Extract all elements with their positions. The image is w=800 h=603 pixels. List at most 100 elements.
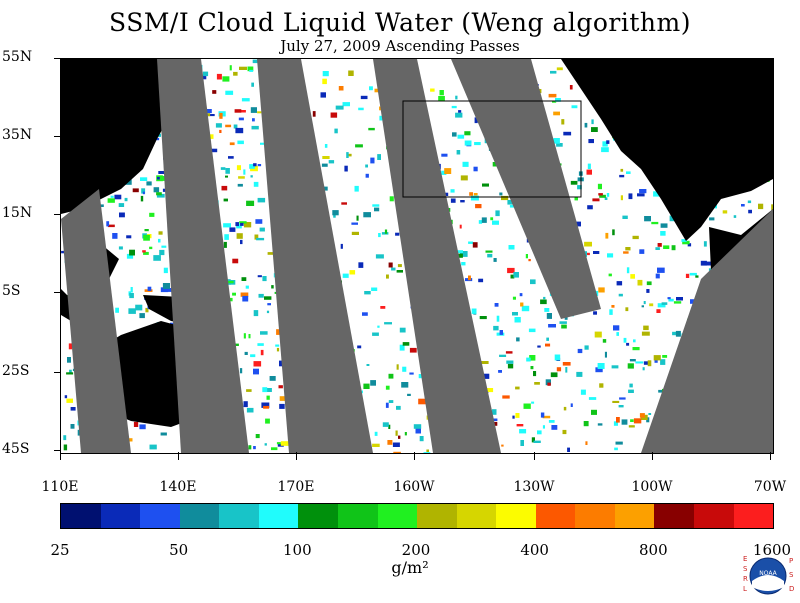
cloud-speck	[391, 268, 395, 271]
cloud-speck	[106, 221, 109, 226]
cloud-speck	[141, 196, 143, 202]
color-swatch	[61, 504, 101, 528]
cloud-speck	[463, 162, 469, 167]
cloud-speck	[591, 127, 598, 132]
cloud-speck	[279, 385, 283, 388]
cloud-speck	[65, 395, 67, 398]
cloud-speck	[513, 272, 519, 278]
cloud-speck	[258, 164, 261, 166]
cloud-speck	[270, 376, 276, 381]
color-scale-tick-label: 100	[267, 541, 327, 559]
cloud-speck	[397, 364, 399, 369]
cloud-speck	[614, 448, 618, 451]
cloud-speck	[254, 182, 259, 187]
cloud-speck	[440, 90, 444, 95]
cloud-speck	[161, 246, 166, 248]
cloud-speck	[249, 445, 252, 449]
cloud-speck	[563, 430, 567, 434]
swath-gap-3	[257, 59, 373, 453]
cloud-speck	[143, 235, 150, 241]
cloud-speck	[541, 413, 544, 418]
cloud-speck	[598, 193, 603, 195]
svg-text:S: S	[789, 571, 794, 579]
cloud-speck	[430, 89, 435, 92]
cloud-speck	[112, 233, 117, 239]
cloud-speck	[629, 384, 632, 388]
cloud-speck	[375, 432, 378, 436]
cloud-speck	[253, 369, 259, 375]
cloud-speck	[351, 223, 358, 225]
cloud-speck	[142, 250, 146, 252]
cloud-speck	[587, 205, 593, 209]
cloud-speck	[616, 417, 620, 423]
cloud-speck	[438, 96, 445, 101]
cloud-speck	[490, 217, 493, 220]
cloud-speck	[246, 286, 249, 289]
cloud-speck	[474, 193, 478, 196]
cloud-speck	[662, 355, 667, 358]
cloud-speck	[506, 351, 513, 353]
cloud-speck	[139, 424, 145, 429]
cloud-speck	[529, 329, 536, 333]
cloud-speck	[495, 303, 499, 307]
latitude-tick	[54, 450, 60, 451]
cloud-speck	[655, 247, 660, 250]
cloud-speck	[634, 418, 641, 423]
cloud-speck	[555, 355, 561, 361]
cloud-speck	[108, 198, 115, 203]
cloud-speck	[149, 247, 152, 249]
cloud-speck	[611, 305, 614, 308]
cloud-speck	[216, 123, 222, 127]
cloud-speck	[267, 303, 271, 305]
cloud-speck	[387, 440, 392, 445]
cloud-speck	[244, 401, 248, 407]
cloud-speck	[592, 198, 599, 201]
cloud-speck	[508, 364, 513, 369]
cloud-speck	[557, 367, 561, 371]
cloud-speck	[635, 361, 643, 363]
cloud-speck	[478, 279, 483, 283]
cloud-speck	[357, 346, 361, 349]
cloud-speck	[469, 192, 473, 196]
cloud-speck	[386, 403, 389, 408]
cloud-speck	[66, 399, 73, 403]
cloud-speck	[395, 233, 399, 236]
cloud-speck	[621, 195, 623, 200]
cloud-speck	[533, 371, 536, 376]
cloud-speck	[257, 343, 263, 346]
cloud-speck	[224, 199, 228, 202]
cloud-speck	[398, 436, 400, 439]
cloud-speck	[418, 399, 426, 405]
cloud-speck	[643, 367, 645, 370]
cloud-speck	[212, 149, 218, 153]
cloud-speck	[264, 296, 271, 300]
cloud-speck	[267, 388, 272, 392]
cloud-speck	[397, 270, 403, 273]
cloud-speck	[119, 246, 123, 249]
cloud-speck	[242, 277, 247, 281]
cloud-speck	[224, 242, 227, 248]
cloud-speck	[240, 240, 243, 244]
cloud-speck	[313, 111, 316, 117]
cloud-speck	[625, 307, 628, 311]
cloud-speck	[277, 442, 281, 444]
cloud-speck	[420, 436, 424, 441]
cloud-speck	[275, 345, 279, 347]
cloud-speck	[377, 326, 379, 328]
cloud-speck	[497, 316, 500, 322]
cloud-speck	[591, 410, 597, 415]
cloud-speck	[472, 309, 477, 314]
cloud-speck	[461, 262, 465, 265]
cloud-speck	[619, 175, 624, 177]
cloud-speck	[252, 118, 255, 121]
color-scale-tick-label: 200	[386, 541, 446, 559]
svg-text:P: P	[789, 557, 793, 565]
cloud-speck	[239, 67, 247, 70]
cloud-speck	[156, 192, 162, 195]
cloud-speck	[71, 424, 75, 429]
color-scale-tick-label: 25	[30, 541, 90, 559]
cloud-speck	[451, 189, 455, 192]
cloud-speck	[704, 241, 707, 246]
longitude-tick	[770, 452, 771, 460]
cloud-speck	[114, 195, 121, 200]
